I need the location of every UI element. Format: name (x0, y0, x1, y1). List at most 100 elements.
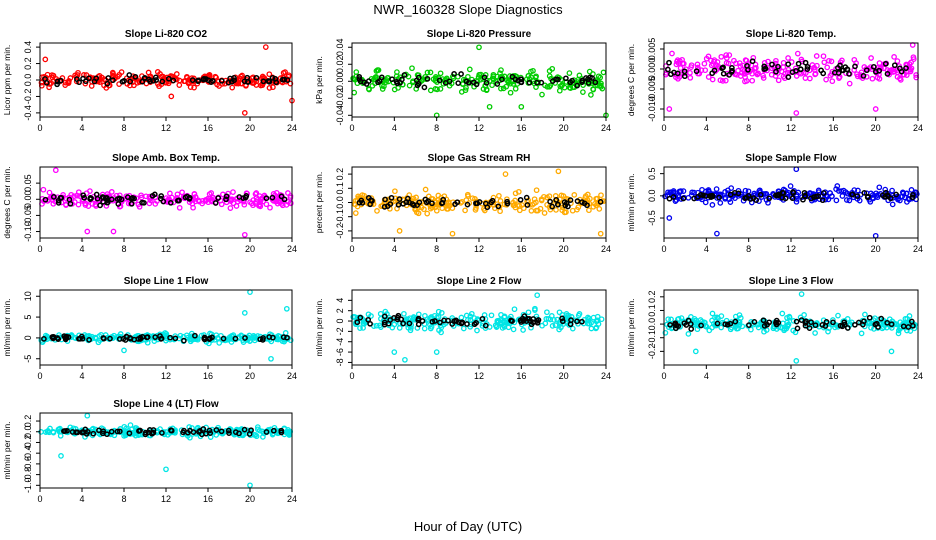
data-point (510, 81, 517, 87)
panel-8: Slope Line 2 Flow ml/min per min. 0 4 8 12 16 2… (314, 276, 611, 381)
mean-point (846, 71, 852, 77)
mean-point (483, 80, 490, 86)
data-point (829, 78, 836, 85)
data-point (421, 325, 428, 332)
mean-point (729, 65, 735, 71)
y-tick-label: 0.0 (23, 74, 33, 87)
y-tick-label: 0.2 (23, 415, 33, 428)
mean-point (280, 334, 287, 340)
data-point (482, 325, 489, 331)
outlier-point (268, 355, 274, 362)
data-point (528, 207, 535, 214)
mean-point (91, 78, 98, 85)
data-point (512, 85, 519, 92)
data-point (381, 83, 387, 90)
mean-point (775, 63, 781, 70)
x-tick-label: 12 (474, 371, 484, 381)
x-tick-label: 20 (245, 123, 255, 133)
data-point (46, 81, 53, 87)
y-axis: -8 -6 -4 -2 0 2 4 (335, 298, 352, 366)
y-tick-label: -4 (335, 338, 345, 346)
data-point (824, 64, 831, 71)
data-point (813, 53, 820, 59)
data-point (665, 189, 671, 196)
data-point (756, 198, 762, 204)
mean-point (727, 320, 734, 327)
mean-point (751, 319, 758, 325)
mean-point (167, 199, 174, 206)
mean-point (121, 78, 127, 84)
mean-point (388, 194, 395, 201)
mean-point (203, 76, 209, 82)
x-tick-label: 16 (516, 371, 526, 381)
mean-point (852, 63, 858, 70)
mean-point (269, 75, 276, 81)
x-tick-label: 16 (203, 244, 213, 254)
mean-point (128, 200, 135, 207)
mean-point (54, 335, 61, 341)
x-tick-label: 12 (474, 123, 484, 133)
y-tick-label: 0.02 (335, 56, 345, 74)
data-point (498, 311, 504, 318)
data-point (773, 57, 779, 64)
data-point (213, 74, 219, 81)
mean-point (142, 429, 149, 436)
data-point (709, 76, 716, 83)
data-point (256, 427, 263, 434)
x-tick-label: 8 (434, 244, 439, 254)
data-point (894, 58, 901, 64)
data-point (677, 189, 683, 195)
mean-point (54, 78, 61, 85)
outlier-point (793, 358, 800, 364)
data-point (507, 89, 514, 96)
outlier-point (486, 103, 493, 110)
mean-point (524, 202, 531, 208)
data-point (89, 78, 95, 85)
data-point (185, 80, 192, 87)
data-point (427, 69, 434, 76)
data-points (350, 44, 609, 119)
data-point (675, 316, 681, 323)
x-tick-label: 4 (704, 244, 709, 254)
mean-point (780, 190, 787, 196)
data-point (596, 206, 603, 212)
mean-point (69, 429, 76, 435)
mean-point (93, 191, 100, 198)
data-points (38, 412, 294, 489)
mean-point (865, 193, 871, 200)
panels-container: Slope Li-820 CO2 Licor ppm per min. 0 4 8 12 1… (2, 29, 923, 504)
mean-point (732, 318, 739, 325)
mean-point (729, 67, 735, 74)
mean-point (78, 333, 85, 340)
x-tick-label: 0 (37, 244, 42, 254)
outlier-point (241, 310, 248, 316)
data-point (798, 56, 805, 63)
mean-point (82, 78, 89, 85)
mean-point (241, 426, 248, 433)
data-point (752, 61, 759, 68)
mean-point (200, 426, 207, 432)
mean-point (761, 323, 768, 329)
data-point (571, 192, 578, 198)
data-point (351, 89, 358, 96)
data-point (229, 84, 236, 91)
data-point (528, 324, 534, 331)
mean-point (464, 201, 471, 208)
mean-point (90, 430, 97, 437)
data-point (403, 316, 410, 322)
mean-point (61, 333, 68, 339)
mean-point (394, 80, 401, 87)
data-point (154, 69, 161, 75)
mean-point (184, 193, 190, 200)
mean-point (746, 322, 752, 328)
data-point (807, 75, 813, 82)
data-point (755, 324, 762, 331)
x-tick-label: 24 (601, 371, 611, 381)
data-point (195, 197, 202, 204)
mean-point (115, 201, 122, 207)
y-tick-label: 0 (23, 335, 33, 340)
x-tick-label: 20 (245, 244, 255, 254)
y-tick-label: 10 (23, 291, 33, 301)
data-point (862, 311, 868, 318)
